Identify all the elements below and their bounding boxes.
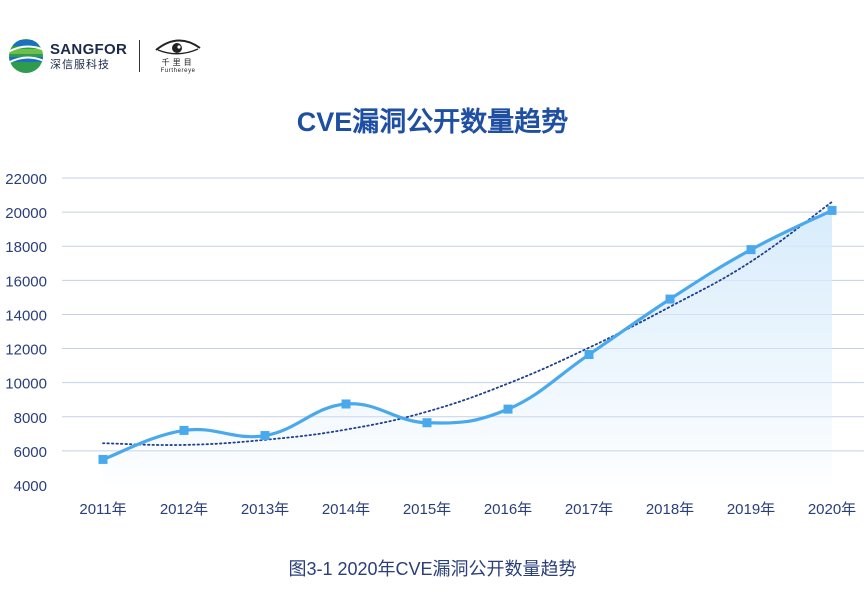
x-tick-label: 2018年 — [646, 501, 694, 518]
x-tick-label: 2014年 — [322, 501, 370, 518]
eye-icon — [155, 39, 201, 55]
partner-en: Furthereye — [160, 68, 196, 74]
y-tick-label: 18000 — [5, 239, 47, 256]
x-tick-label: 2012年 — [160, 501, 208, 518]
x-tick-label: 2017年 — [565, 501, 613, 518]
x-tick-label: 2015年 — [403, 501, 451, 518]
y-tick-label: 22000 — [5, 171, 47, 188]
y-tick-label: 12000 — [5, 342, 47, 359]
data-point — [746, 245, 756, 255]
data-point — [665, 294, 675, 304]
y-tick-label: 8000 — [14, 410, 47, 427]
x-tick-label: 2011年 — [79, 501, 126, 518]
x-tick-label: 2019年 — [727, 501, 775, 518]
x-tick-label: 2013年 — [241, 501, 289, 518]
y-tick-label: 10000 — [5, 376, 47, 393]
data-point — [827, 205, 837, 215]
y-tick-label: 14000 — [5, 307, 47, 324]
y-tick-label: 16000 — [5, 273, 47, 290]
header-logos: SANGFOR 深信服科技 千里目 Furthereye — [8, 36, 204, 76]
figure-caption: 图3-1 2020年CVE漏洞公开数量趋势 — [288, 559, 577, 579]
furthereye-logo: 千里目 Furthereye — [152, 38, 204, 74]
data-point — [584, 350, 594, 360]
series-area — [103, 210, 832, 485]
logo-divider — [139, 40, 141, 72]
partner-cn: 千里目 — [161, 58, 195, 67]
data-point — [98, 454, 108, 464]
data-point — [260, 431, 270, 441]
sangfor-logo-icon — [9, 39, 43, 73]
brand-name: SANGFOR — [50, 40, 128, 58]
brand-sub: 深信服科技 — [50, 58, 110, 71]
chart-title: CVE漏洞公开数量趋势 — [296, 107, 569, 137]
data-point — [422, 418, 432, 428]
x-tick-label: 2016年 — [484, 501, 532, 518]
y-tick-label: 20000 — [5, 205, 47, 222]
data-point — [503, 404, 513, 414]
y-tick-label: 4000 — [14, 478, 47, 495]
trendline — [102, 200, 833, 446]
data-point — [341, 399, 351, 409]
x-tick-label: 2020年 — [808, 501, 856, 518]
y-tick-label: 6000 — [14, 444, 47, 461]
data-point — [179, 425, 189, 435]
brand-text: SANGFOR 深信服科技 — [50, 42, 127, 71]
series-line — [102, 208, 833, 461]
